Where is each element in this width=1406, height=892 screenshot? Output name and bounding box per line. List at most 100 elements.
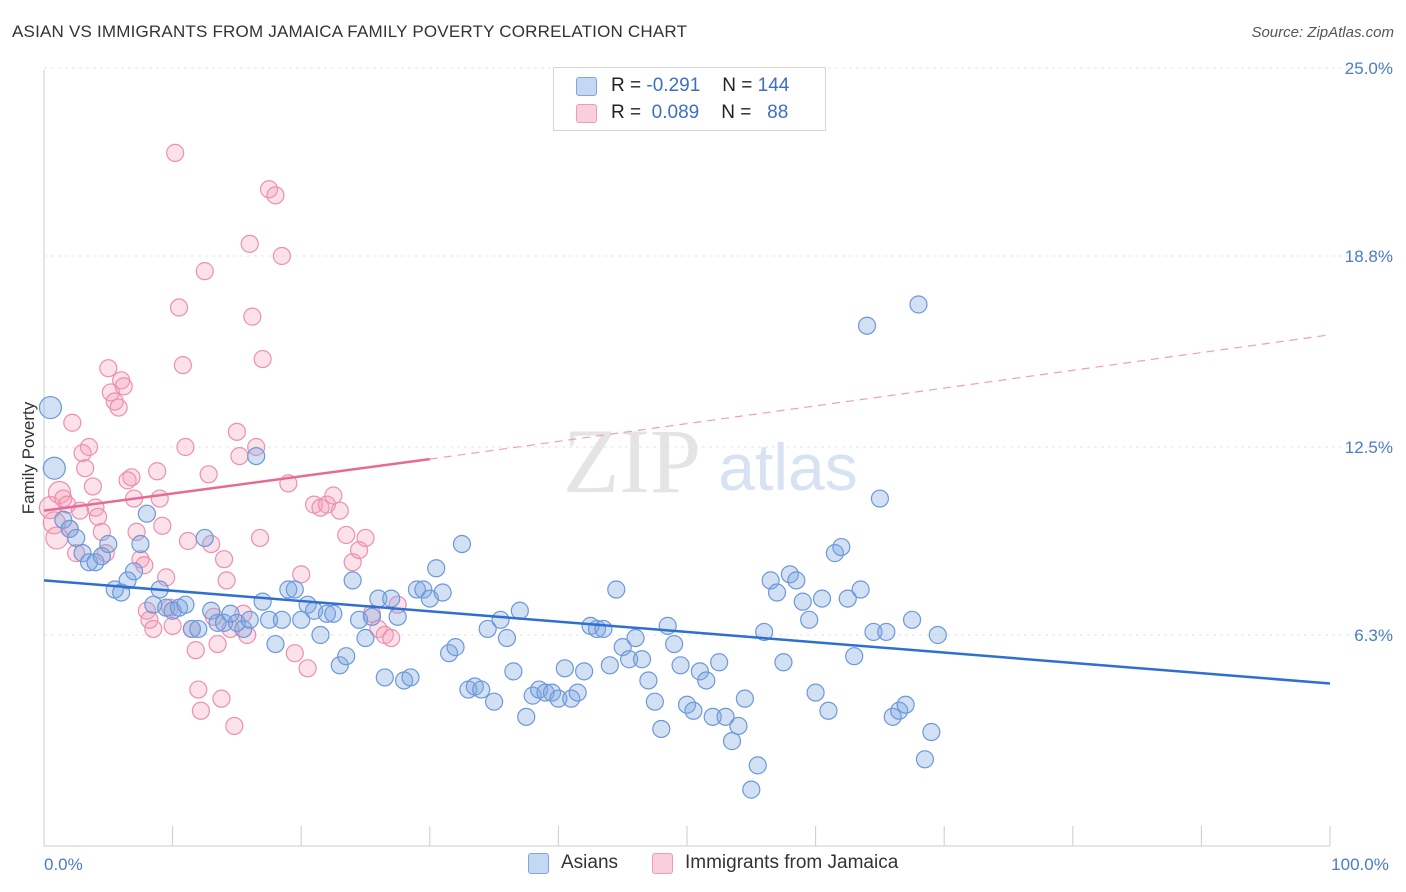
y-axis-label: Family Poverty bbox=[19, 401, 38, 514]
jamaica-point bbox=[173, 356, 192, 375]
legend-n-value: 144 bbox=[757, 75, 790, 96]
y-tick-label-3: 25.0% bbox=[1345, 59, 1393, 78]
trend-line-asians bbox=[43, 579, 1331, 685]
asians-point bbox=[517, 707, 536, 726]
asians-point bbox=[266, 634, 285, 654]
asians-point bbox=[710, 653, 729, 672]
asians-point bbox=[407, 580, 427, 599]
jamaica-point bbox=[189, 680, 208, 699]
asians-point bbox=[214, 613, 234, 632]
asians-point bbox=[472, 680, 491, 699]
jamaica-point bbox=[163, 616, 182, 635]
asians-point bbox=[317, 604, 337, 623]
asians-point bbox=[632, 650, 652, 669]
jamaica-point bbox=[250, 528, 270, 548]
asians-point bbox=[433, 583, 452, 602]
legend-swatch-asians bbox=[576, 76, 597, 96]
asians-point bbox=[446, 638, 465, 657]
legend-n-label: N = bbox=[722, 75, 753, 96]
jamaica-point bbox=[178, 531, 198, 551]
legend-n-label: N = bbox=[721, 102, 752, 123]
y-tick-label-1: 12.5% bbox=[1345, 438, 1393, 457]
watermark-atlas: atlas bbox=[718, 430, 857, 504]
tick-labels: 6.3% 12.5% 18.8% 25.0% 0.0% 100.0% bbox=[44, 59, 1393, 874]
series-asians bbox=[38, 295, 947, 799]
x-tick-label-1: 100.0% bbox=[1331, 855, 1389, 874]
jamaica-point bbox=[217, 571, 236, 590]
jamaica-point bbox=[122, 468, 141, 487]
jamaica-point bbox=[88, 507, 108, 526]
asians-point bbox=[594, 619, 613, 639]
legend-r-label: R = bbox=[611, 75, 642, 96]
asians-point bbox=[240, 610, 259, 629]
chart-source: Source: ZipAtlas.com bbox=[1251, 24, 1394, 41]
jamaica-point bbox=[127, 522, 146, 541]
asians-point bbox=[38, 395, 63, 420]
asians-point bbox=[124, 562, 144, 581]
jamaica-point bbox=[243, 307, 262, 326]
asians-point bbox=[735, 689, 754, 708]
jamaica-point bbox=[240, 234, 259, 253]
asians-point bbox=[388, 607, 407, 626]
asians-point bbox=[896, 695, 915, 714]
bottom-legend-swatch-jamaica bbox=[652, 852, 673, 874]
asians-point bbox=[620, 650, 639, 669]
asians-point bbox=[568, 683, 587, 702]
jamaica-point bbox=[186, 641, 205, 660]
asians-point bbox=[176, 595, 195, 614]
asians-point bbox=[330, 656, 349, 675]
jamaica-point bbox=[330, 501, 349, 520]
legend-n-value: 88 bbox=[767, 102, 789, 123]
asians-point bbox=[259, 610, 279, 629]
jamaica-point bbox=[150, 489, 169, 508]
bottom-legend-label-jamaica: Immigrants from Jamaica bbox=[685, 852, 899, 873]
jamaica-point bbox=[83, 477, 102, 496]
asians-point bbox=[909, 295, 928, 314]
asians-point bbox=[774, 653, 793, 672]
asians-point bbox=[510, 601, 529, 620]
jamaica-point bbox=[135, 556, 154, 575]
asians-point bbox=[356, 628, 375, 648]
asians-point bbox=[851, 580, 870, 599]
jamaica-point bbox=[285, 644, 304, 663]
asians-point bbox=[375, 668, 394, 687]
jamaica-point bbox=[144, 619, 163, 639]
asians-point bbox=[575, 662, 594, 681]
jamaica-point bbox=[230, 446, 249, 466]
asians-point bbox=[382, 589, 401, 608]
bottom-legend-label-asians: Asians bbox=[561, 852, 619, 873]
asians-point bbox=[99, 534, 118, 554]
asians-point bbox=[645, 692, 664, 711]
jamaica-point bbox=[195, 262, 214, 281]
correlation-legend: R = -0.291 N = 144 R = 0.089 N = 88 bbox=[553, 67, 826, 131]
asians-point bbox=[478, 619, 497, 639]
jamaica-point bbox=[266, 186, 285, 205]
asians-point bbox=[928, 625, 947, 645]
jamaica-point bbox=[63, 413, 82, 432]
legend-row-jamaica: R = 0.089 N = 88 bbox=[576, 100, 788, 126]
asians-point bbox=[362, 607, 382, 626]
jamaica-point bbox=[47, 480, 72, 505]
asians-point bbox=[902, 610, 922, 629]
jamaica-point bbox=[382, 628, 401, 648]
bottom-legend-asians: Asians bbox=[528, 852, 618, 874]
asians-point bbox=[414, 580, 433, 599]
jamaica-point bbox=[169, 298, 189, 317]
jamaica-point bbox=[225, 716, 244, 736]
legend-r-value: 0.089 bbox=[651, 102, 700, 123]
asians-point bbox=[787, 571, 806, 590]
asians-point bbox=[857, 316, 877, 335]
asians-point bbox=[189, 619, 208, 639]
jamaica-point bbox=[99, 359, 118, 378]
jamaica-point bbox=[109, 398, 128, 417]
asians-point bbox=[915, 750, 935, 769]
asians-point bbox=[767, 583, 787, 602]
asians-point bbox=[491, 610, 510, 629]
jamaica-point bbox=[208, 634, 227, 654]
asians-point bbox=[311, 625, 330, 645]
asians-point bbox=[279, 580, 298, 599]
asians-point bbox=[812, 589, 832, 608]
asians-point bbox=[806, 683, 825, 702]
asians-point bbox=[607, 580, 626, 599]
